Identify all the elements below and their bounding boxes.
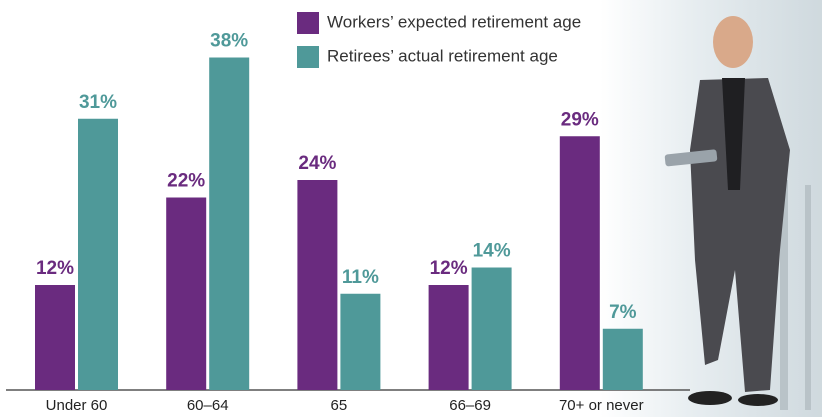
- value-label: 12%: [36, 258, 74, 279]
- photo-railing: [805, 185, 811, 410]
- bar: [35, 285, 75, 390]
- value-label: 31%: [79, 92, 117, 113]
- legend-label: Workers’ expected retirement age: [327, 12, 581, 31]
- bar: [340, 294, 380, 390]
- value-label: 29%: [561, 109, 599, 130]
- page: Workers’ expected retirement age Retirees…: [0, 0, 822, 417]
- legend-swatch: [297, 12, 319, 34]
- legend-swatch: [297, 46, 319, 68]
- value-label: 22%: [167, 171, 205, 192]
- bar: [472, 268, 512, 391]
- bar: [78, 119, 118, 390]
- value-label: 7%: [609, 302, 637, 323]
- bar: [560, 136, 600, 390]
- bar: [297, 180, 337, 390]
- value-label: 24%: [298, 153, 336, 174]
- photo-shoe: [738, 394, 778, 406]
- photo-head: [713, 16, 753, 68]
- value-label: 38%: [210, 31, 248, 52]
- value-label: 12%: [430, 258, 468, 279]
- legend-label: Retirees’ actual retirement age: [327, 46, 558, 65]
- x-tick-label: Under 60: [46, 397, 108, 414]
- bar: [603, 329, 643, 390]
- photo-shoe: [688, 391, 732, 405]
- x-tick-label: 66–69: [449, 397, 491, 414]
- bar: [429, 285, 469, 390]
- x-tick-label: 70+ or never: [559, 397, 644, 414]
- x-tick-label: 60–64: [187, 397, 229, 414]
- value-label: 14%: [473, 241, 511, 262]
- bar: [209, 58, 249, 391]
- x-tick-label: 65: [331, 397, 348, 414]
- chart: Workers’ expected retirement age Retirees…: [0, 0, 822, 417]
- bar: [166, 198, 206, 391]
- value-label: 11%: [342, 267, 379, 288]
